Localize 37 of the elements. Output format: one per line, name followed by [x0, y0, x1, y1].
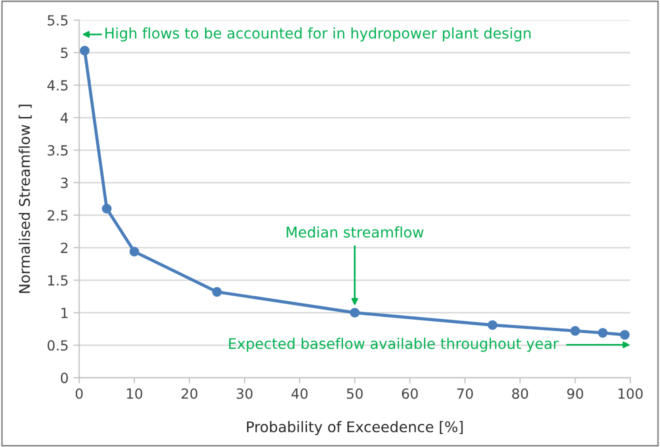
annotation: High flows to be accounted for in hydropower plant design: [105, 27, 531, 42]
y-tick-label: 1: [61, 308, 68, 318]
y-tick-label: 0: [60, 372, 68, 384]
x-tick-label: 70: [457, 388, 473, 399]
x-tick-label: 80: [512, 388, 528, 399]
annotation: Median streamflow: [286, 226, 424, 238]
x-tick-label: 100: [618, 388, 643, 399]
x-tick-label: 40: [291, 388, 308, 399]
x-tick-label: 60: [402, 388, 418, 399]
point: [102, 204, 112, 214]
x-tick-label: 50: [346, 388, 363, 399]
y-tick-label: 4.5: [47, 80, 68, 91]
x-tick-label: 20: [182, 388, 198, 399]
x-tick-label: 0: [76, 388, 83, 399]
x-tick-label: 30: [236, 388, 252, 399]
y-tick-label: 2: [60, 242, 68, 253]
point: [80, 46, 90, 56]
y-axis-title: Normalised Streamflow [ ]: [18, 104, 32, 293]
y-tick-label: 2.5: [48, 210, 68, 221]
point: [488, 320, 498, 330]
y-tick-label: 3.5: [48, 145, 68, 156]
y-tick-label: 5: [61, 48, 68, 58]
y-tick-label: 4: [60, 112, 68, 123]
point: [570, 326, 580, 336]
point: [129, 246, 140, 256]
point: [620, 330, 630, 340]
x-axis-title: Probability of Exceedence [%]: [247, 421, 463, 436]
y-tick-label: 5.5: [48, 15, 68, 26]
y-tick-label: 0.5: [48, 340, 68, 351]
annotation: Expected baseflow available throughout year: [229, 338, 559, 352]
point: [598, 328, 608, 338]
y-tick-label: 3: [61, 178, 68, 188]
x-tick-label: 90: [567, 388, 584, 399]
point: [350, 308, 360, 318]
point: [212, 287, 222, 297]
y-tick-label: 1.5: [48, 275, 68, 286]
x-tick-label: 10: [127, 388, 142, 399]
